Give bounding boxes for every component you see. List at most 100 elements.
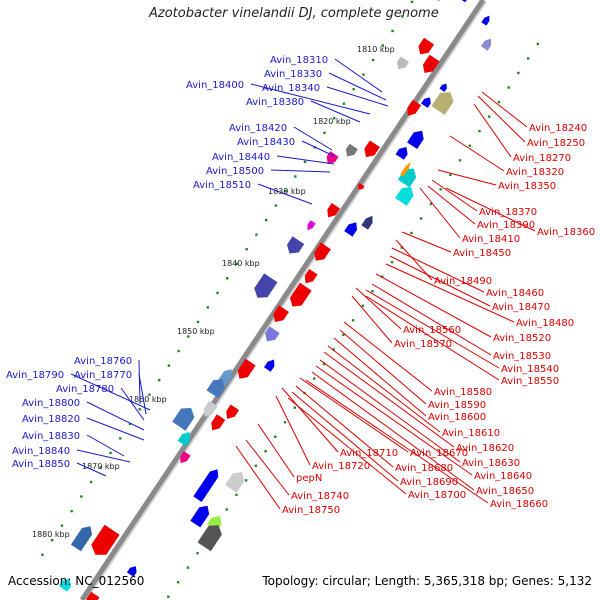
minus-gene-label: Avin_18350 — [498, 181, 556, 192]
plus-gene-label: Avin_18340 — [262, 83, 320, 94]
gene-feature — [327, 203, 340, 218]
gene-feature — [58, 578, 71, 592]
accession-label: Accession: NC_012560 — [8, 574, 145, 588]
kbp-tick-label: 1850 kbp — [177, 327, 215, 336]
kbp-tick-label: 1840 kbp — [222, 259, 260, 268]
minus-leader-line — [375, 273, 492, 338]
gene-feature — [264, 359, 275, 372]
tick-dot — [391, 29, 394, 33]
tick-dot — [410, 231, 413, 235]
plus-gene-label: Avin_18790 — [6, 370, 64, 381]
tick-dot — [313, 377, 316, 380]
tick-dot — [138, 408, 141, 411]
genome-summary-label: Topology: circular; Length: 5,365,318 bp… — [262, 574, 592, 588]
tick-dot — [371, 58, 375, 62]
tick-dot — [167, 364, 171, 367]
gene-feature — [203, 400, 218, 417]
tick-dot — [478, 129, 481, 133]
tick-dot — [323, 131, 326, 135]
plus-gene-label: Avin_18850 — [12, 459, 70, 470]
plus-leader-line — [326, 86, 389, 107]
plus-gene-label: Avin_18330 — [264, 69, 322, 80]
gene-feature — [307, 220, 316, 231]
gene-feature — [344, 222, 357, 237]
tick-dot — [264, 450, 267, 453]
minus-gene-label: Avin_18480 — [516, 318, 574, 329]
tick-dot — [216, 291, 219, 295]
tick-dot — [99, 466, 103, 469]
tick-dot — [283, 420, 287, 424]
minus-leader-line — [395, 239, 433, 281]
minus-leader-line — [323, 351, 455, 448]
gene-feature — [397, 168, 417, 188]
gene-feature — [180, 451, 191, 464]
gene-feature — [190, 505, 210, 528]
tick-dot — [245, 248, 248, 251]
minus-gene-label: Avin_18600 — [428, 412, 486, 423]
minus-leader-line — [315, 365, 473, 476]
tick-dot — [517, 71, 520, 75]
gene-feature — [225, 472, 245, 493]
minus-leader-line — [299, 377, 409, 453]
gene-feature — [287, 236, 305, 254]
tick-dot — [176, 581, 180, 584]
minus-leader-line — [257, 423, 295, 478]
gene-feature — [461, 0, 467, 3]
minus-gene-label: Avin_18640 — [474, 471, 532, 482]
tick-dot — [332, 348, 335, 351]
minus-leader-line — [311, 371, 475, 491]
gene-feature — [357, 183, 365, 190]
minus-gene-label: Avin_18240 — [529, 123, 587, 134]
plus-leader-line — [138, 359, 141, 405]
tick-dot — [362, 73, 365, 76]
gene-feature — [480, 38, 492, 51]
minus-gene-label: Avin_18680 — [395, 463, 453, 474]
minus-gene-label: Avin_18720 — [312, 461, 370, 472]
minus-gene-label: pepN — [296, 473, 322, 484]
minus-leader-line — [355, 287, 402, 330]
gene-feature — [273, 305, 289, 322]
minus-leader-line — [275, 395, 311, 466]
minus-gene-label: Avin_18610 — [442, 428, 500, 439]
tick-dot — [361, 304, 365, 307]
gene-feature — [314, 242, 331, 261]
minus-leader-line — [419, 187, 461, 239]
tick-dot — [235, 262, 239, 265]
minus-leader-line — [445, 187, 536, 232]
minus-gene-label: Avin_18590 — [428, 400, 486, 411]
tick-dot — [196, 320, 200, 324]
gene-feature — [304, 269, 318, 284]
minus-leader-line — [245, 439, 290, 496]
minus-gene-label: Avin_18450 — [453, 248, 511, 259]
plus-leader-line — [86, 401, 145, 431]
minus-leader-line — [291, 391, 399, 482]
minus-leader-line — [343, 321, 433, 392]
minus-gene-label: Avin_18740 — [291, 491, 349, 502]
minus-leader-line — [385, 263, 515, 323]
minus-leader-line — [477, 95, 526, 143]
gene-feature — [418, 37, 434, 55]
plus-leader-line — [250, 83, 371, 115]
minus-gene-label: Avin_18520 — [493, 333, 551, 344]
tick-dot — [206, 306, 209, 309]
minus-gene-label: Avin_18750 — [282, 505, 340, 516]
tick-dot — [70, 509, 73, 513]
plus-gene-label: Avin_18830 — [22, 431, 80, 442]
plus-leader-line — [334, 58, 383, 93]
minus-gene-label: Avin_18710 — [340, 448, 398, 459]
kbp-tick-label: 1880 kbp — [32, 530, 70, 539]
tick-dot — [128, 422, 132, 426]
minus-leader-line — [235, 445, 281, 510]
genome-backbone — [79, 0, 486, 600]
gene-feature — [197, 525, 222, 552]
plus-leader-line — [70, 373, 151, 411]
minus-leader-line — [339, 329, 427, 405]
minus-gene-label: Avin_18650 — [476, 486, 534, 497]
minus-leader-line — [333, 337, 427, 417]
minus-gene-label: Avin_18660 — [490, 499, 548, 510]
tick-dot — [333, 117, 336, 120]
minus-leader-line — [389, 255, 491, 307]
minus-leader-line — [391, 247, 485, 293]
